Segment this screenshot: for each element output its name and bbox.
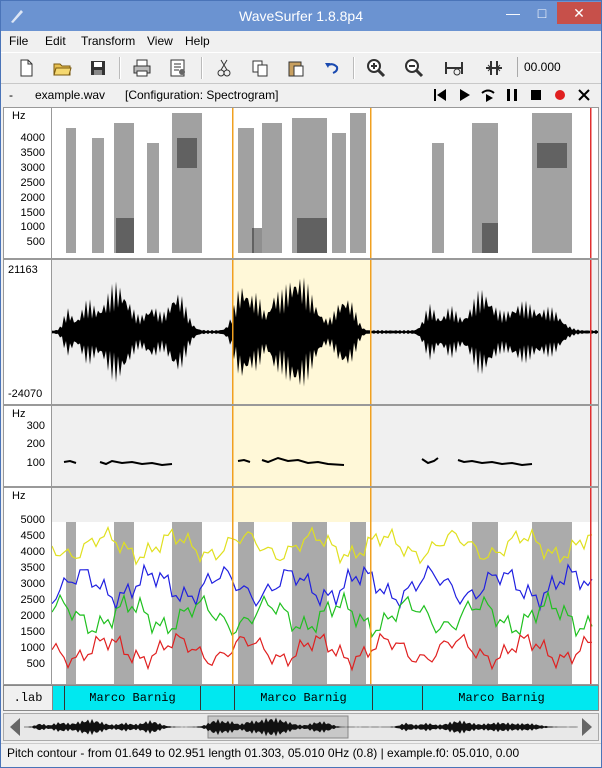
overview-waveform[interactable] <box>4 714 598 740</box>
toolbar-separator <box>201 57 203 79</box>
label-segment-empty[interactable] <box>372 686 422 710</box>
save-icon[interactable] <box>87 57 109 79</box>
pause-icon[interactable] <box>503 86 521 104</box>
label-segment[interactable]: Marco Barnig <box>234 686 372 710</box>
app-icon <box>11 10 23 23</box>
skip-start-icon[interactable] <box>431 86 449 104</box>
pane-menu-indicator[interactable]: - <box>9 88 13 102</box>
tick-label: 3000 <box>20 162 45 174</box>
tick-label: 100 <box>26 457 45 469</box>
waveform-pane[interactable]: 21163 -24070 <box>3 259 599 405</box>
close-button[interactable]: ✕ <box>557 2 601 24</box>
formant-plot[interactable] <box>52 488 599 684</box>
copy-icon[interactable] <box>249 57 271 79</box>
cut-icon[interactable] <box>213 57 235 79</box>
stop-icon[interactable] <box>527 86 545 104</box>
play-icon[interactable] <box>455 86 473 104</box>
formant-track-f4 <box>52 525 593 566</box>
waveform-plot[interactable] <box>52 260 599 404</box>
scroll-right-arrow <box>582 718 592 736</box>
tick-label: 4000 <box>20 546 45 558</box>
toolbar: 00.000 <box>1 52 601 84</box>
spectrogram-axis: Hz 4000 3500 3000 2500 2000 1500 1000 50… <box>4 108 52 258</box>
label-pane[interactable]: .lab Marco Barnig Marco Barnig Marco Bar… <box>3 685 599 711</box>
zoom-selection-icon[interactable] <box>483 57 505 79</box>
waveform-axis: 21163 -24070 <box>4 260 52 404</box>
pitch-pane[interactable]: Hz 300 200 100 <box>3 405 599 487</box>
zoom-in-icon[interactable] <box>365 57 387 79</box>
pitch-unit: Hz <box>12 408 26 420</box>
tick-label: 4500 <box>20 530 45 542</box>
tick-label: 500 <box>26 236 45 248</box>
overview-scrollbar[interactable] <box>3 713 599 741</box>
formant-track-f2 <box>52 589 593 639</box>
label-segment[interactable]: Marco Barnig <box>64 686 200 710</box>
tick-label: 3000 <box>20 578 45 590</box>
tick-label: 200 <box>26 438 45 450</box>
configuration-label: [Configuration: Spectrogram] <box>125 88 279 102</box>
label-tier-name[interactable]: .lab <box>4 686 53 710</box>
formant-track-f3 <box>52 563 593 612</box>
menu-view[interactable]: View <box>147 34 173 48</box>
menu-bar: File Edit Transform View Help <box>1 31 601 51</box>
menu-edit[interactable]: Edit <box>45 34 66 48</box>
waveform-min-label: -24070 <box>8 388 43 400</box>
scroll-left-arrow <box>10 718 20 736</box>
info-bar: - example.wav [Configuration: Spectrogra… <box>1 85 601 105</box>
pitch-plot[interactable] <box>52 406 599 486</box>
menu-help[interactable]: Help <box>185 34 210 48</box>
label-segment-empty[interactable] <box>200 686 234 710</box>
title-bar[interactable]: WaveSurfer 1.8.8p4 — □ ✕ <box>1 1 601 31</box>
menu-transform[interactable]: Transform <box>81 34 136 48</box>
tick-label: 1000 <box>20 221 45 233</box>
spectrogram-unit: Hz <box>12 110 26 122</box>
toolbar-separator <box>353 57 355 79</box>
tick-label: 2000 <box>20 610 45 622</box>
tick-label: 3500 <box>20 562 45 574</box>
print-icon[interactable] <box>131 57 153 79</box>
formant-pane[interactable]: Hz 5000 4500 4000 3500 3000 2500 2000 15… <box>3 487 599 685</box>
spectrogram-pane[interactable]: Hz 4000 3500 3000 2500 2000 1500 1000 50… <box>3 107 599 259</box>
properties-icon[interactable] <box>167 57 189 79</box>
status-bar: Pitch contour - from 01.649 to 02.951 le… <box>1 743 601 767</box>
tick-label: 300 <box>26 420 45 432</box>
paste-icon[interactable] <box>285 57 307 79</box>
zoom-fit-icon[interactable] <box>443 57 465 79</box>
waveform-max-label: 21163 <box>8 264 38 276</box>
window-title: WaveSurfer 1.8.8p4 <box>239 8 363 24</box>
maximize-button[interactable]: □ <box>537 5 547 21</box>
time-display[interactable]: 00.000 <box>517 57 597 77</box>
play-loop-icon[interactable] <box>479 86 497 104</box>
tick-label: 500 <box>26 658 45 670</box>
tick-label: 1000 <box>20 642 45 654</box>
tick-label: 5000 <box>20 514 45 526</box>
undo-icon[interactable] <box>321 57 343 79</box>
tick-label: 3500 <box>20 147 45 159</box>
toolbar-separator <box>119 57 121 79</box>
tick-label: 2500 <box>20 177 45 189</box>
zoom-out-icon[interactable] <box>403 57 425 79</box>
label-segment[interactable]: Marco Barnig <box>422 686 580 710</box>
tick-label: 1500 <box>20 626 45 638</box>
tick-label: 1500 <box>20 207 45 219</box>
file-name: example.wav <box>35 88 106 102</box>
tick-label: 2000 <box>20 192 45 204</box>
minimize-button[interactable]: — <box>506 5 520 21</box>
formant-track-f1 <box>52 632 593 672</box>
formant-axis: Hz 5000 4500 4000 3500 3000 2500 2000 15… <box>4 488 52 684</box>
open-folder-icon[interactable] <box>51 57 73 79</box>
new-file-icon[interactable] <box>15 57 37 79</box>
tick-label: 2500 <box>20 594 45 606</box>
close-pane-icon[interactable] <box>575 86 593 104</box>
spectrogram-plot[interactable] <box>52 108 599 258</box>
tick-label: 4000 <box>20 132 45 144</box>
menu-file[interactable]: File <box>9 34 29 48</box>
formant-unit: Hz <box>12 490 26 502</box>
pitch-axis: Hz 300 200 100 <box>4 406 52 486</box>
record-icon[interactable] <box>551 86 569 104</box>
